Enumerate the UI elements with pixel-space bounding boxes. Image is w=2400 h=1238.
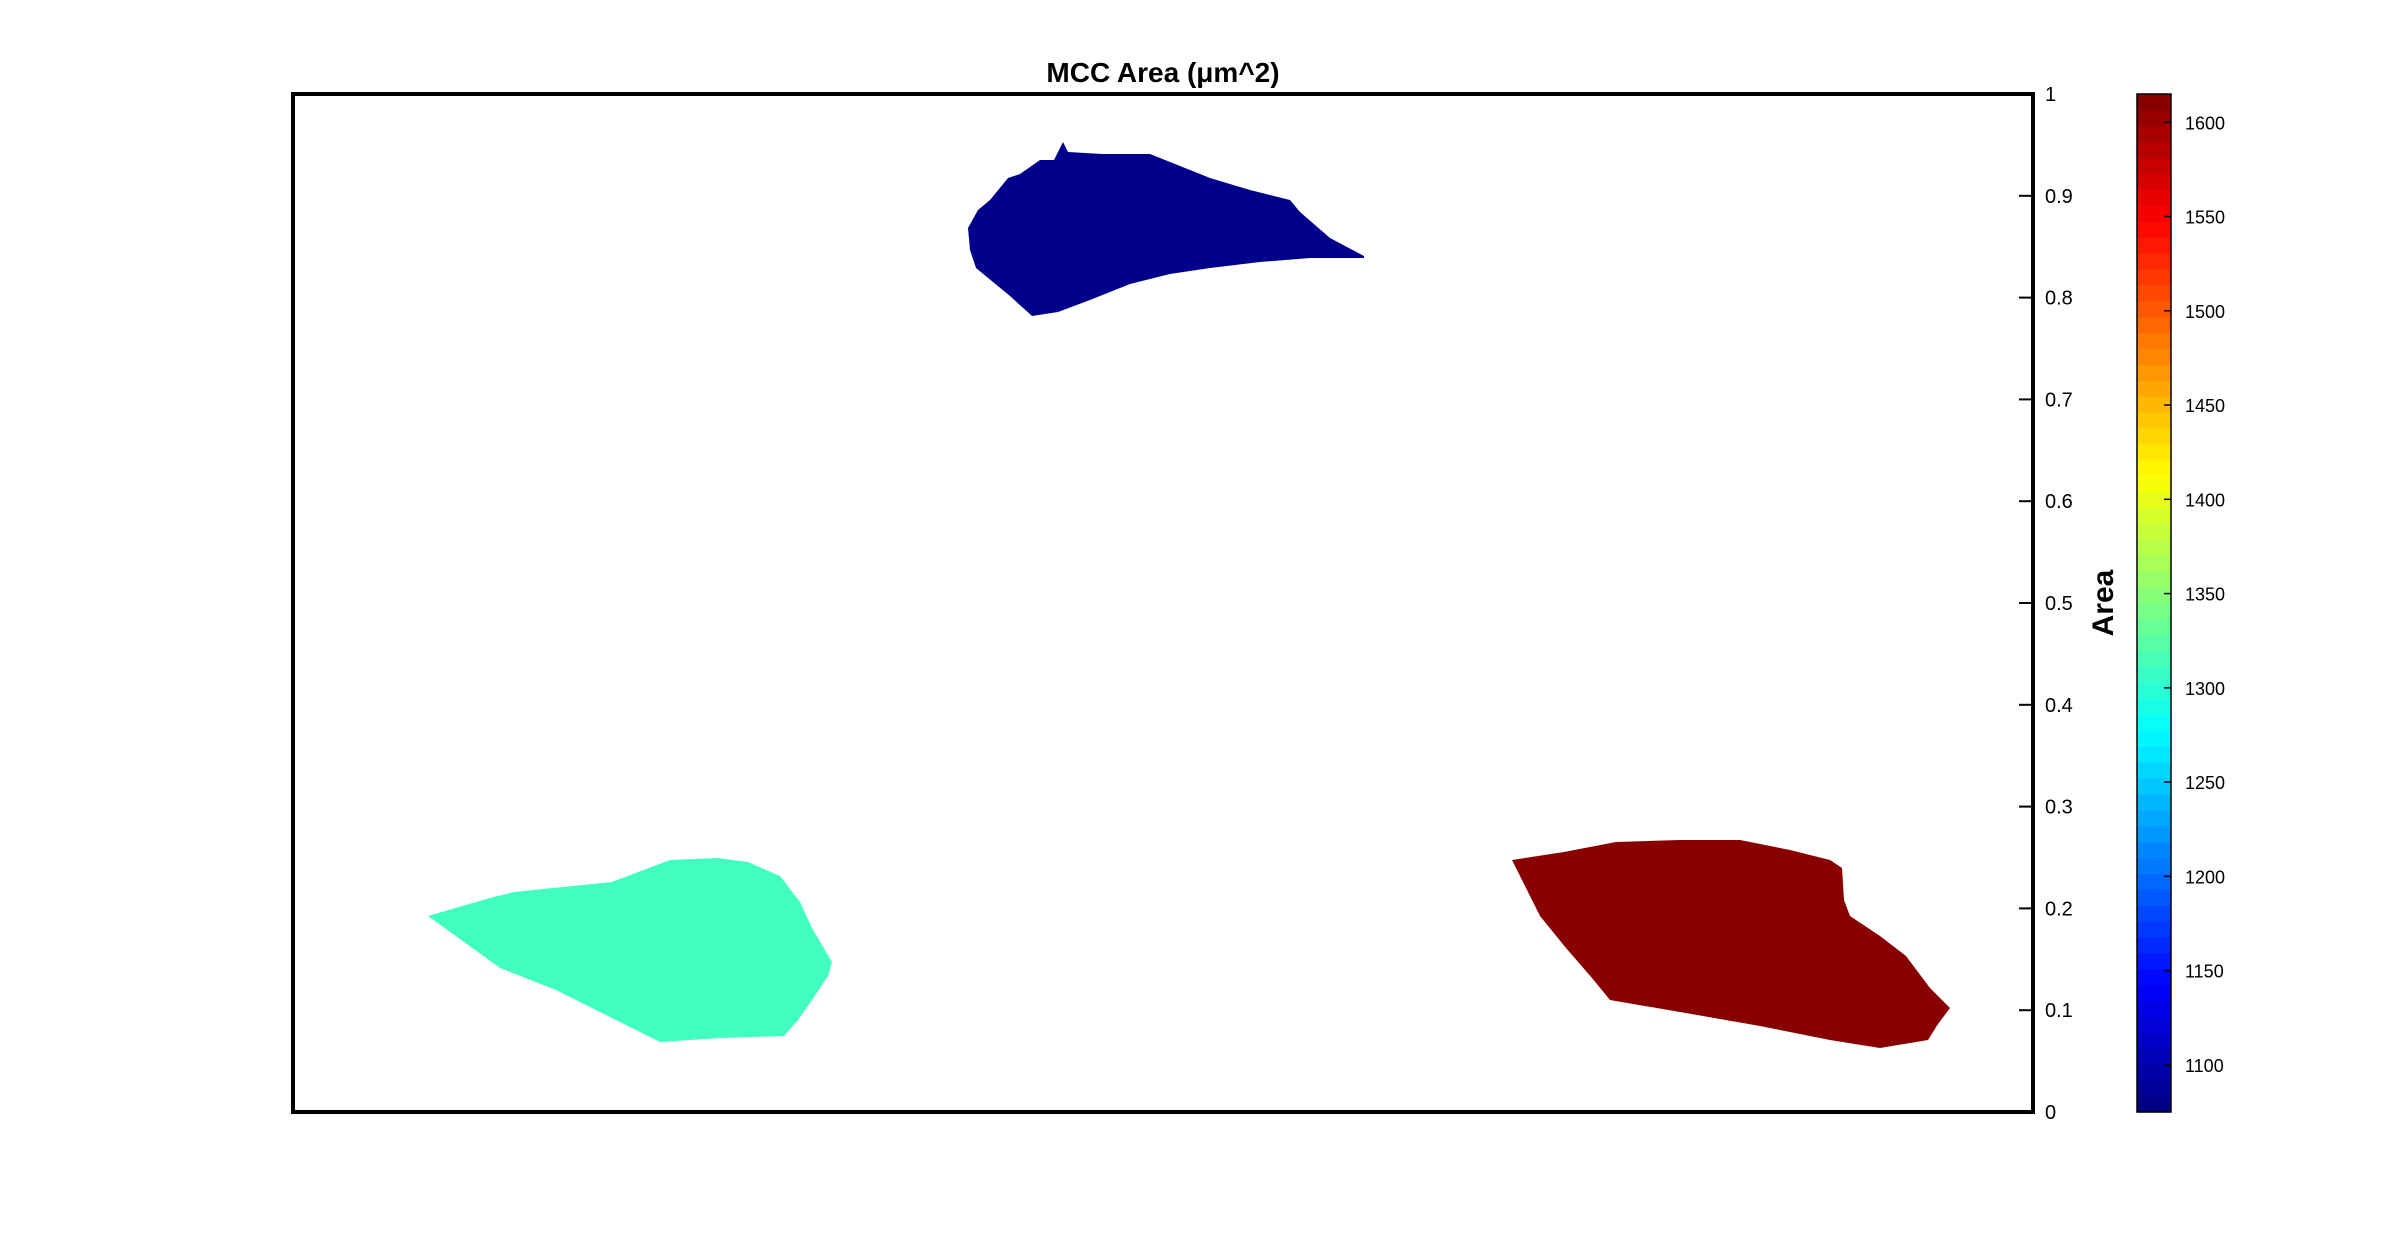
cell-regions (428, 142, 1950, 1048)
colorbar-step (2137, 952, 2171, 970)
y-tick-label: 0.1 (2045, 1000, 2073, 1022)
colorbar-tick-label: 1350 (2185, 585, 2225, 605)
colorbar-step (2137, 841, 2171, 859)
colorbar-step (2137, 587, 2171, 604)
colorbar-step (2137, 793, 2171, 811)
colorbar-step (2137, 873, 2171, 890)
colorbar-step (2137, 237, 2171, 254)
chart-title: MCC Area (μm^2) (1046, 57, 1279, 88)
colorbar-step (2137, 905, 2171, 922)
colorbar-step (2137, 539, 2171, 556)
y-tick-label: 0.7 (2045, 389, 2073, 411)
colorbar-tick-label: 1500 (2185, 302, 2225, 322)
colorbar-step (2137, 984, 2171, 1002)
colorbar (2136, 93, 2172, 1113)
colorbar-step (2137, 968, 2171, 986)
colorbar-step (2137, 475, 2171, 493)
colorbar-step (2137, 157, 2171, 175)
colorbar-step (2137, 173, 2171, 191)
colorbar-step (2137, 730, 2171, 747)
y-axis: 0 0.1 0.2 0.3 0.4 0.5 0.6 0.7 0.8 0.9 1 (2019, 84, 2073, 1124)
colorbar-step (2137, 380, 2171, 397)
colorbar-step (2137, 857, 2171, 875)
colorbar-step (2137, 364, 2171, 381)
colorbar-step (2137, 523, 2171, 540)
colorbar-step (2137, 141, 2171, 159)
colorbar-label: Area (2087, 569, 2120, 636)
colorbar-step (2137, 316, 2171, 334)
y-tick-label: 0.4 (2045, 695, 2073, 717)
colorbar-step (2137, 650, 2171, 668)
colorbar-tick-label: 1250 (2185, 773, 2225, 793)
y-tick-label: 0.2 (2045, 898, 2073, 920)
colorbar-step (2137, 268, 2171, 286)
colorbar-step (2137, 1096, 2171, 1113)
colorbar-step (2137, 205, 2171, 222)
colorbar-step (2137, 714, 2171, 731)
colorbar-tick-label: 1300 (2185, 679, 2225, 699)
colorbar-step (2137, 348, 2171, 366)
cell-region-dark-red (1512, 840, 1950, 1048)
colorbar-tick-label: 1600 (2185, 113, 2225, 133)
colorbar-step (2137, 746, 2171, 763)
colorbar-step (2137, 428, 2171, 445)
colorbar-step (2137, 777, 2171, 795)
colorbar-ticks: 1100 1150 1200 1250 1300 1350 1400 1450 1500 1550… (2164, 113, 2225, 1076)
colorbar-step (2137, 300, 2171, 318)
colorbar-step (2137, 1048, 2171, 1065)
colorbar-step (2137, 762, 2171, 779)
colorbar-step (2137, 1080, 2171, 1097)
colorbar-tick-label: 1200 (2185, 867, 2225, 887)
colorbar-step (2137, 1032, 2171, 1049)
colorbar-step (2137, 809, 2171, 827)
colorbar-step (2137, 1000, 2171, 1018)
colorbar-step (2137, 889, 2171, 906)
colorbar-step (2137, 443, 2171, 461)
colorbar-step (2137, 618, 2171, 636)
colorbar-step (2137, 634, 2171, 652)
colorbar-step (2137, 603, 2171, 620)
y-tick-label: 0.5 (2045, 593, 2073, 615)
y-tick-label: 0 (2045, 1102, 2056, 1124)
colorbar-step (2137, 332, 2171, 350)
colorbar-step (2137, 109, 2171, 127)
colorbar-step (2137, 284, 2171, 302)
colorbar-step (2137, 666, 2171, 684)
colorbar-step (2137, 825, 2171, 843)
colorbar-step (2137, 491, 2171, 509)
y-tick-label: 0.3 (2045, 797, 2073, 819)
colorbar-step (2137, 396, 2171, 413)
colorbar-tick-label: 1550 (2185, 208, 2225, 228)
colorbar-tick-label: 1400 (2185, 490, 2225, 510)
y-tick-label: 0.8 (2045, 288, 2073, 310)
y-tick-label: 0.6 (2045, 491, 2073, 513)
colorbar-tick-label: 1150 (2185, 962, 2224, 982)
colorbar-step (2137, 221, 2171, 238)
colorbar-step (2137, 253, 2171, 270)
colorbar-step (2137, 571, 2171, 588)
colorbar-step (2137, 412, 2171, 429)
colorbar-step (2137, 507, 2171, 525)
colorbar-step (2137, 555, 2171, 572)
colorbar-step (2137, 459, 2171, 477)
cell-region-dark-blue (968, 142, 1364, 316)
colorbar-tick-label: 1450 (2185, 396, 2225, 416)
colorbar-step (2137, 682, 2171, 700)
colorbar-step (2137, 125, 2171, 143)
colorbar-step (2137, 189, 2171, 206)
colorbar-step (2137, 937, 2171, 954)
y-tick-label: 1 (2045, 84, 2056, 106)
cell-region-aquamarine (428, 858, 832, 1042)
colorbar-tick-label: 1100 (2185, 1056, 2224, 1076)
colorbar-step (2137, 1064, 2171, 1081)
colorbar-step (2137, 921, 2171, 938)
colorbar-step (2137, 1016, 2171, 1034)
colorbar-frame (2136, 93, 2172, 1113)
colorbar-step (2137, 94, 2171, 111)
colorbar-step (2137, 698, 2171, 715)
y-tick-label: 0.9 (2045, 186, 2073, 208)
